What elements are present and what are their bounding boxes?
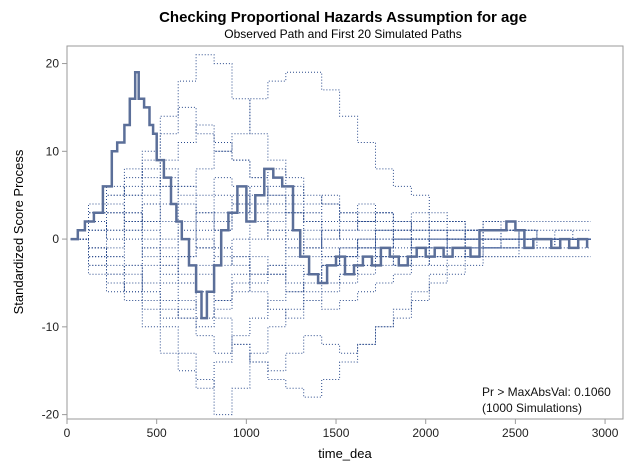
x-tick-label: 1500	[323, 426, 350, 440]
x-tick-label: 1000	[233, 426, 260, 440]
y-axis: 20 10 0 -10 -20	[42, 57, 67, 422]
simulations-annotation: (1000 Simulations)	[482, 401, 582, 415]
chart-title: Checking Proportional Hazards Assumption…	[159, 9, 527, 26]
x-tick-label: 0	[64, 426, 71, 440]
y-tick-label: -20	[42, 408, 60, 422]
simulated-path-21	[70, 238, 591, 293]
x-tick-label: 2000	[412, 426, 439, 440]
observed-path-line	[70, 71, 589, 320]
plot-frame	[66, 45, 624, 420]
maxabsval-annotation: Pr > MaxAbsVal: 0.1060	[482, 385, 611, 399]
simulated-path-19	[70, 238, 591, 284]
y-tick-label: 10	[46, 144, 60, 158]
simulated-path-12	[70, 150, 591, 240]
x-tick-label: 500	[147, 426, 167, 440]
x-tick-label: 3000	[592, 426, 619, 440]
x-axis: 0 500 1000 1500 2000 2500 3000	[64, 419, 619, 440]
y-tick-label: -10	[42, 320, 60, 334]
simulated-path-4	[70, 238, 591, 416]
simulated-path-2	[70, 71, 591, 240]
y-tick-label: 20	[46, 57, 60, 71]
observed-path	[70, 71, 589, 320]
chart-subtitle: Observed Path and First 20 Simulated Pat…	[224, 27, 461, 41]
x-axis-label: time_dea	[318, 446, 372, 461]
x-tick-label: 2500	[502, 426, 529, 440]
y-axis-label: Standardized Score Process	[11, 149, 26, 314]
simulated-path-15	[70, 238, 591, 319]
simulated-path-7	[70, 203, 591, 372]
y-tick-label: 0	[52, 232, 59, 246]
